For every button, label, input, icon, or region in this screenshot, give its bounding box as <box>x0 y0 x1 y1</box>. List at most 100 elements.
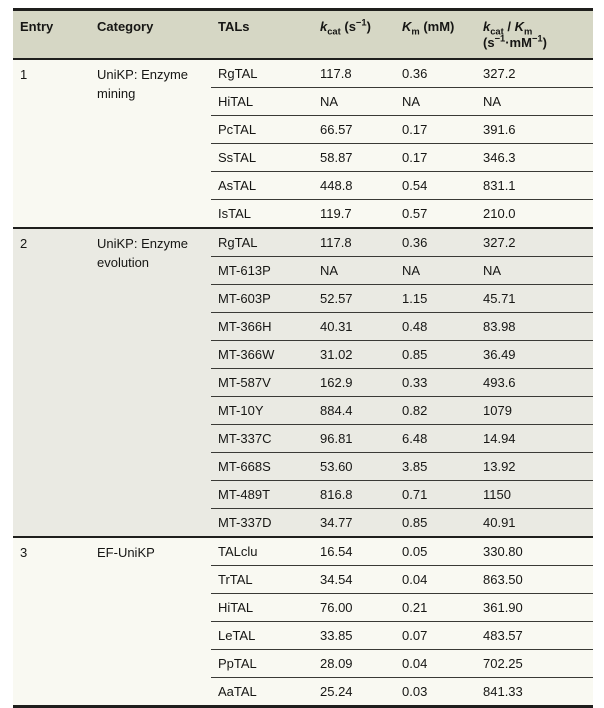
kcat-cell: 34.77 <box>313 508 395 537</box>
table-row: HiTAL NA NA NA <box>13 87 593 116</box>
km-cell: 0.17 <box>395 143 476 172</box>
col-header-kcat: kcat (s−1) <box>313 9 395 60</box>
kcat-symbol: k <box>320 19 328 34</box>
col-header-kcat-km: kcat / Km (s−1·mM−1) <box>476 9 593 60</box>
km-cell: 0.17 <box>395 115 476 144</box>
km-cell: 0.03 <box>395 677 476 707</box>
entry-cell: 1 <box>13 58 90 228</box>
km-cell: 0.04 <box>395 649 476 678</box>
table-row: IsTAL 119.7 0.57 210.0 <box>13 199 593 228</box>
ratio-unit-mid: ·mM <box>505 35 532 50</box>
col-header-kcat-label: kcat (s−1) <box>320 17 371 36</box>
tal-cell: SsTAL <box>211 143 313 172</box>
tal-cell: MT-337C <box>211 424 313 453</box>
table-row: HiTAL 76.00 0.21 361.90 <box>13 593 593 622</box>
tal-cell: MT-366H <box>211 312 313 341</box>
table-row: SsTAL 58.87 0.17 346.3 <box>13 143 593 172</box>
ratio-cell: 83.98 <box>476 312 593 341</box>
kcat-cell: 28.09 <box>313 649 395 678</box>
kcat-km-ratio-line: kcat / Km <box>483 19 593 37</box>
category-cell: UniKP: Enzyme mining <box>90 58 211 228</box>
table-row: MT-337C 96.81 6.48 14.94 <box>13 424 593 453</box>
kcat-cell: 117.8 <box>313 58 395 88</box>
table-row: MT-603P 52.57 1.15 45.71 <box>13 284 593 313</box>
tal-cell: MT-603P <box>211 284 313 313</box>
col-header-tals-label: TALs <box>218 19 250 34</box>
km-cell: 0.21 <box>395 593 476 622</box>
ratio-unit-close: ) <box>542 35 547 50</box>
table-row: PcTAL 66.57 0.17 391.6 <box>13 115 593 144</box>
km-cell: NA <box>395 256 476 285</box>
category-cell: EF-UniKP <box>90 536 211 707</box>
col-header-category: Category <box>90 9 211 60</box>
tal-kinetics-table: Entry Category TALs kcat (s−1) Km (mM) k… <box>13 8 593 708</box>
table-row: 2 UniKP: Enzyme evolution RgTAL 117.8 0.… <box>13 227 593 537</box>
km-cell: 0.57 <box>395 199 476 228</box>
table-row: TrTAL 34.54 0.04 863.50 <box>13 565 593 594</box>
km-cell: 1.15 <box>395 284 476 313</box>
header-row: Entry Category TALs kcat (s−1) Km (mM) k… <box>13 9 593 60</box>
kcat-unit-open: (s <box>340 19 356 34</box>
tal-cell: MT-366W <box>211 340 313 369</box>
col-header-entry-label: Entry <box>20 19 54 34</box>
tal-cell: TrTAL <box>211 565 313 594</box>
km-cell: 0.82 <box>395 396 476 425</box>
tal-cell: AaTAL <box>211 677 313 707</box>
tal-cell: PcTAL <box>211 115 313 144</box>
ratio-cell: 831.1 <box>476 171 593 200</box>
ratio-separator: / <box>503 19 515 34</box>
table-row: LeTAL 33.85 0.07 483.57 <box>13 621 593 650</box>
ratio-km-subscript: m <box>523 26 533 37</box>
ratio-kcat-symbol: k <box>483 19 491 34</box>
kcat-unit-superscript: −1 <box>355 17 367 28</box>
entry-group-3: 3 EF-UniKP TALclu 16.54 0.05 330.80 TrTA… <box>13 536 593 707</box>
tal-cell: MT-613P <box>211 256 313 285</box>
ratio-cell: 361.90 <box>476 593 593 622</box>
ratio-km-symbol: K <box>514 19 524 34</box>
kcat-cell: 53.60 <box>313 452 395 481</box>
kcat-cell: 66.57 <box>313 115 395 144</box>
ratio-cell: 327.2 <box>476 58 593 88</box>
ratio-cell: 45.71 <box>476 284 593 313</box>
table-header: Entry Category TALs kcat (s−1) Km (mM) k… <box>13 9 593 60</box>
table-row: MT-10Y 884.4 0.82 1079 <box>13 396 593 425</box>
kcat-cell: 76.00 <box>313 593 395 622</box>
col-header-entry: Entry <box>13 9 90 60</box>
ratio-cell: NA <box>476 87 593 116</box>
km-symbol: K <box>402 19 412 34</box>
kcat-cell: 40.31 <box>313 312 395 341</box>
ratio-cell: 841.33 <box>476 677 593 707</box>
category-cell: UniKP: Enzyme evolution <box>90 227 211 537</box>
km-cell: 0.05 <box>395 536 476 566</box>
ratio-cell: 36.49 <box>476 340 593 369</box>
ratio-cell: 346.3 <box>476 143 593 172</box>
km-cell: 3.85 <box>395 452 476 481</box>
km-cell: 0.36 <box>395 227 476 257</box>
table-row: 3 EF-UniKP TALclu 16.54 0.05 330.80 <box>13 536 593 707</box>
kcat-cell: 25.24 <box>313 677 395 707</box>
ratio-unit-open: (s <box>483 35 495 50</box>
km-cell: 6.48 <box>395 424 476 453</box>
tal-cell: MT-489T <box>211 480 313 509</box>
ratio-cell: NA <box>476 256 593 285</box>
km-cell: 0.85 <box>395 508 476 537</box>
km-cell: 0.33 <box>395 368 476 397</box>
ratio-cell: 702.25 <box>476 649 593 678</box>
km-unit: (mM) <box>419 19 455 34</box>
ratio-cell: 14.94 <box>476 424 593 453</box>
tal-cell: RgTAL <box>211 227 313 257</box>
col-header-km-label: Km (mM) <box>402 19 455 36</box>
kcat-cell: 816.8 <box>313 480 395 509</box>
ratio-cell: 1079 <box>476 396 593 425</box>
kcat-cell: NA <box>313 87 395 116</box>
table-row: MT-366H 40.31 0.48 83.98 <box>13 312 593 341</box>
ratio-cell: 210.0 <box>476 199 593 228</box>
kcat-cell: 96.81 <box>313 424 395 453</box>
table-row: MT-613P NA NA NA <box>13 256 593 285</box>
col-header-tals: TALs <box>211 9 313 60</box>
ratio-cell: 391.6 <box>476 115 593 144</box>
tal-cell: RgTAL <box>211 58 313 88</box>
tal-cell: PpTAL <box>211 649 313 678</box>
tal-cell: HiTAL <box>211 87 313 116</box>
km-cell: 0.04 <box>395 565 476 594</box>
